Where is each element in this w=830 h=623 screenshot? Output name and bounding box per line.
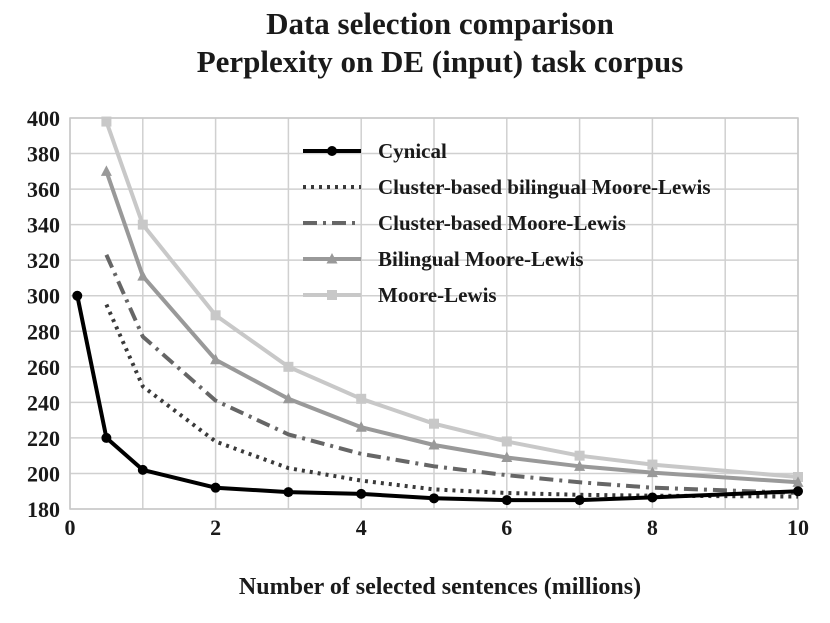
axes: 180 200 220 240 260 280 300 320 340 360 380 400 0 2 4 6… xyxy=(27,106,809,540)
legend-label: Moore-Lewis xyxy=(378,283,497,307)
data-point xyxy=(501,436,512,447)
data-point xyxy=(355,421,367,432)
data-point xyxy=(792,476,804,487)
legend-label: Bilingual Moore-Lewis xyxy=(378,247,584,271)
series-line xyxy=(104,170,799,485)
data-point xyxy=(137,270,149,281)
data-point xyxy=(793,486,803,497)
y-tick-label: 400 xyxy=(27,106,60,131)
data-point xyxy=(101,432,112,443)
x-tick-label: 4 xyxy=(356,515,367,540)
data-point xyxy=(283,487,294,498)
y-tick-label: 280 xyxy=(27,319,60,344)
x-tick-label: 8 xyxy=(647,515,658,540)
series-line xyxy=(104,120,799,479)
series-bilingual-moore-lewis xyxy=(100,165,804,487)
data-point xyxy=(72,290,83,301)
data-point xyxy=(137,219,148,230)
data-point xyxy=(210,482,221,493)
series-layer xyxy=(72,116,804,506)
x-tick-label: 0 xyxy=(65,515,76,540)
y-tick-label: 320 xyxy=(27,248,60,273)
series-line xyxy=(104,303,799,499)
x-tick-label: 10 xyxy=(787,515,809,540)
data-point xyxy=(574,495,585,506)
plot-frame xyxy=(69,117,799,510)
legend-label: Cluster-based Moore-Lewis xyxy=(378,211,626,235)
data-point xyxy=(356,488,367,499)
data-point xyxy=(327,146,337,156)
data-point xyxy=(356,393,367,404)
chart-subtitle: Perplexity on DE (input) task corpus xyxy=(197,44,684,79)
legend: Cynical Cluster-based bilingual Moore-Lew… xyxy=(303,139,711,307)
data-point xyxy=(282,392,294,404)
series-moore-lewis xyxy=(101,116,803,483)
series-cluster-based-moore-lewis xyxy=(104,253,799,495)
data-point xyxy=(327,290,337,300)
data-point xyxy=(647,492,658,503)
y-tick-label: 260 xyxy=(27,355,60,380)
data-point xyxy=(428,439,440,450)
data-point xyxy=(283,361,294,372)
legend-entry: Cluster-based Moore-Lewis xyxy=(303,211,626,235)
data-point xyxy=(429,418,439,429)
x-tick-label: 2 xyxy=(210,515,221,540)
data-point xyxy=(210,353,222,365)
data-point xyxy=(647,459,658,470)
series-line xyxy=(104,253,799,495)
data-point xyxy=(101,116,112,127)
x-tick-label: 6 xyxy=(501,515,512,540)
legend-label: Cynical xyxy=(378,139,447,163)
series-cynical xyxy=(72,290,803,506)
data-point xyxy=(501,451,513,462)
y-tick-label: 380 xyxy=(27,142,60,167)
data-point xyxy=(501,495,512,506)
legend-entry: Cynical xyxy=(303,139,447,163)
y-tick-label: 360 xyxy=(27,177,60,202)
data-point xyxy=(137,464,148,475)
data-point xyxy=(646,466,658,478)
y-tick-label: 200 xyxy=(27,461,60,486)
y-tick-label: 340 xyxy=(27,213,60,238)
data-point xyxy=(574,460,586,471)
y-tick-label: 300 xyxy=(27,284,60,309)
data-point xyxy=(574,450,585,461)
x-axis-label: Number of selected sentences (millions) xyxy=(239,574,641,600)
legend-entry: Bilingual Moore-Lewis xyxy=(303,247,584,271)
data-point xyxy=(429,493,439,504)
series-cluster-based-bilingual-moore-lewis xyxy=(104,303,799,499)
y-tick-label: 240 xyxy=(27,390,60,415)
y-tick-label: 220 xyxy=(27,426,60,451)
legend-entry: Moore-Lewis xyxy=(303,283,497,307)
chart-title: Data selection comparison xyxy=(266,6,614,41)
data-point xyxy=(100,165,112,176)
legend-label: Cluster-based bilingual Moore-Lewis xyxy=(378,175,711,199)
y-tick-label: 180 xyxy=(27,497,60,522)
data-point xyxy=(210,310,221,321)
data-point xyxy=(326,253,338,264)
legend-entry: Cluster-based bilingual Moore-Lewis xyxy=(303,175,711,199)
